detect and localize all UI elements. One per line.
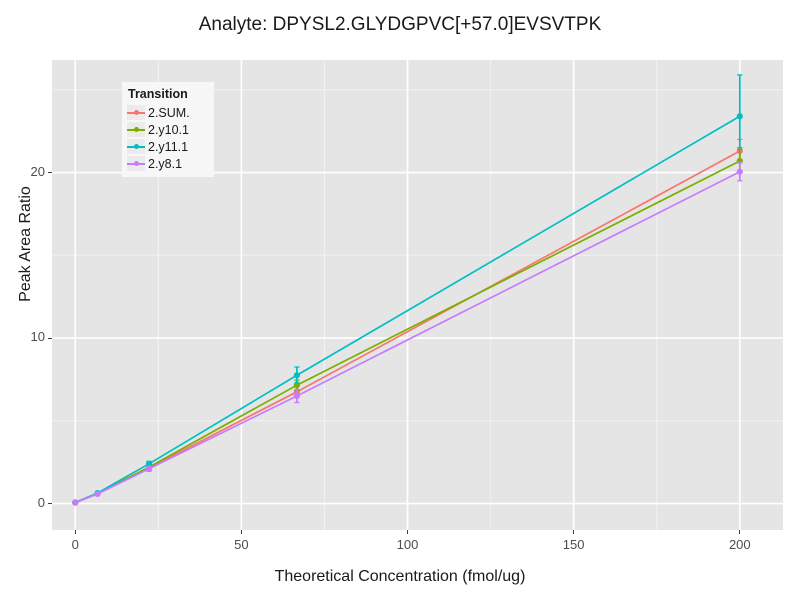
x-tick-mark: [407, 530, 409, 534]
legend-key-icon: [127, 156, 145, 171]
plot-svg: [52, 60, 783, 530]
legend-item-label: 2.y8.1: [148, 156, 183, 171]
x-tick-label: 50: [234, 537, 249, 552]
legend-rows: 2.SUM. 2.y10.1 2.y11.1 2.y8.1: [127, 104, 209, 172]
x-tick-mark: [739, 530, 741, 534]
x-tick-label: 150: [562, 537, 585, 552]
y-tick-mark: [48, 337, 52, 339]
x-axis-label: Theoretical Concentration (fmol/ug): [274, 568, 526, 585]
legend-key-icon: [127, 105, 145, 120]
y-tick-label: 10: [30, 329, 45, 345]
x-tick-label: 200: [728, 537, 751, 552]
x-tick-label: 0: [71, 537, 79, 552]
series-2.y8.1: [72, 161, 743, 506]
chart-title: Analyte: DPYSL2.GLYDGPVC[+57.0]EVSVTPK: [198, 14, 602, 35]
x-tick-mark: [74, 530, 76, 534]
x-tick-label: 100: [396, 537, 419, 552]
legend-item-label: 2.y11.1: [148, 139, 189, 154]
x-tick-mark: [240, 530, 242, 534]
legend-key-icon: [127, 122, 145, 137]
y-tick-mark: [48, 503, 52, 505]
y-tick-mark: [48, 172, 52, 174]
legend: Transition 2.SUM. 2.y10.1 2.y11.1 2.y8.1: [122, 82, 214, 177]
series-layer: [72, 74, 743, 506]
y-tick-label: 0: [37, 494, 45, 510]
x-tick-mark: [573, 530, 575, 534]
legend-item-label: 2.SUM.: [148, 105, 190, 120]
gridlines: [52, 60, 783, 530]
legend-item-2.SUM.[interactable]: 2.SUM.: [127, 104, 209, 121]
legend-item-2.y11.1[interactable]: 2.y11.1: [127, 138, 209, 155]
legend-item-2.y10.1[interactable]: 2.y10.1: [127, 121, 209, 138]
y-axis-label: Peak Area Ratio: [17, 186, 34, 302]
y-tick-label: 20: [30, 163, 45, 179]
legend-key-icon: [127, 139, 145, 154]
legend-item-label: 2.y10.1: [148, 122, 190, 137]
legend-title: Transition: [128, 87, 188, 101]
legend-item-2.y8.1[interactable]: 2.y8.1: [127, 155, 209, 172]
